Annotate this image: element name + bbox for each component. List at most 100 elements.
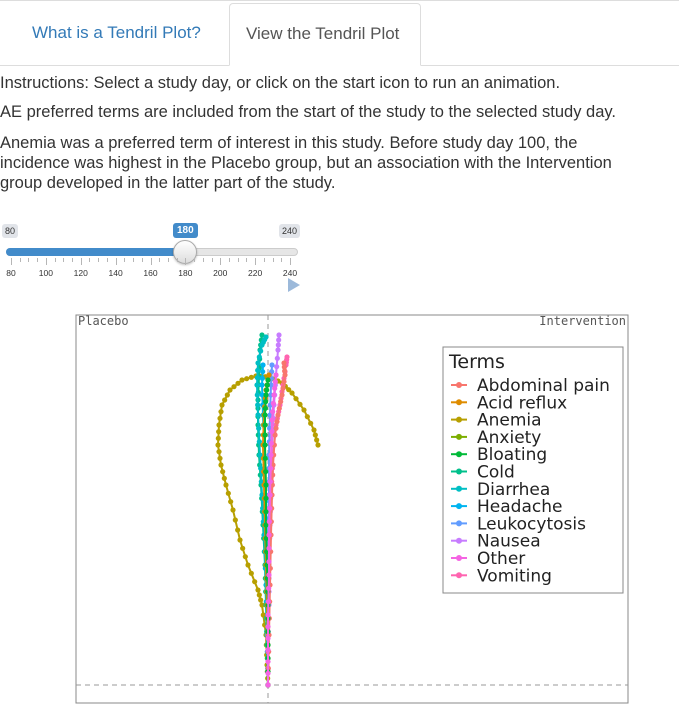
tendril-point	[256, 592, 262, 598]
tendril-point	[259, 602, 265, 608]
tendril-point	[270, 400, 276, 406]
tendril-point	[259, 392, 265, 398]
slider-max-label: 240	[279, 224, 301, 238]
slider-minor-tick	[28, 258, 30, 262]
legend-key-dot	[456, 433, 462, 440]
intervention-label: Intervention	[539, 314, 626, 328]
slider-minor-tick	[211, 258, 213, 262]
tendril-point	[272, 385, 278, 391]
legend-key-dot	[456, 503, 462, 510]
slider-major-tick	[80, 258, 82, 265]
slider-major-tick	[115, 258, 117, 265]
tendril-point	[263, 399, 269, 405]
tendril-point	[274, 355, 280, 361]
slider-minor-tick	[133, 258, 135, 262]
tendril-point	[255, 412, 261, 418]
tendril-point	[273, 372, 279, 378]
tendril-point	[267, 505, 273, 511]
tendril-point	[270, 409, 276, 415]
tendril-point	[254, 382, 260, 388]
tendril-point	[259, 382, 265, 388]
tendril-point	[263, 334, 269, 340]
tendril-point	[216, 422, 222, 428]
tendril-point	[297, 401, 303, 407]
tendril-point	[268, 382, 274, 388]
tendril-point	[266, 545, 272, 551]
slider-minor-tick	[98, 258, 100, 262]
legend-key-dot	[456, 451, 462, 458]
tendril-point	[274, 364, 280, 370]
slider-tick-label: 180	[178, 268, 193, 278]
tendril-point	[219, 402, 225, 408]
tendril-point	[266, 585, 272, 591]
tendril-point	[259, 332, 265, 338]
tendril-point	[228, 499, 234, 505]
legend-key-dot	[456, 537, 462, 544]
tendril-point	[267, 492, 273, 498]
tendril-plot: Placebo Intervention Terms Abdominal pai…	[75, 314, 629, 704]
slider-min-label: 80	[2, 224, 19, 238]
tendril-point	[276, 332, 282, 338]
legend-label: Cold	[477, 463, 515, 483]
tendril-point	[268, 440, 274, 446]
tendril-point	[231, 384, 237, 390]
slider-tick-label: 120	[73, 268, 88, 278]
slider-minor-tick	[281, 258, 283, 262]
tendril-point	[227, 387, 233, 393]
tendril-point	[215, 442, 221, 448]
tendril-point	[235, 527, 241, 533]
tendril-point	[260, 362, 266, 368]
tendril-line	[267, 374, 277, 685]
tendril-point	[221, 475, 227, 481]
tab-view-tendril-plot[interactable]: View the Tendril Plot	[229, 3, 421, 66]
tendril-point	[281, 379, 287, 385]
tendril-point	[240, 545, 246, 551]
slider-minor-tick	[54, 258, 56, 262]
tendril-point	[266, 372, 272, 378]
tendril-point	[262, 442, 268, 448]
legend-label: Headache	[477, 497, 562, 517]
slider-major-tick	[290, 258, 291, 265]
tendril-point	[265, 682, 271, 688]
tendril-point	[315, 442, 321, 448]
tendril-point	[225, 490, 231, 496]
tendril-point	[280, 385, 286, 391]
instructions-text: Instructions: Select a study day, or cli…	[0, 74, 561, 92]
slider-minor-tick	[202, 258, 204, 262]
play-icon[interactable]	[288, 278, 300, 292]
tendril-point	[255, 402, 261, 408]
tendril-point	[217, 415, 223, 421]
anemia-note-line-1: Anemia was a preferred term of interest …	[0, 134, 578, 152]
tab-what-is-tendril-plot[interactable]: What is a Tendril Plot?	[32, 23, 201, 42]
tendril-point	[262, 405, 268, 411]
tendril-point	[222, 397, 228, 403]
tendril-point	[218, 462, 224, 468]
slider-track-fill	[6, 248, 186, 256]
tendril-point	[216, 429, 222, 435]
tendril-point	[257, 452, 263, 458]
tendril-point	[254, 392, 260, 398]
slider-tick-label: 160	[143, 268, 158, 278]
tendril-point	[312, 432, 318, 438]
legend-key-dot	[456, 572, 462, 579]
legend-label: Nausea	[477, 532, 541, 552]
study-day-slider[interactable]: 80 240 180 80 100 120 140 160 180 200 220 240	[0, 220, 310, 300]
legend-box	[442, 346, 624, 594]
tendril-point	[265, 599, 271, 605]
tendril-point	[263, 469, 269, 475]
tendril-point	[260, 612, 266, 618]
tendril-point	[230, 507, 236, 513]
tendril-point	[266, 532, 272, 538]
tendril-point	[265, 635, 271, 641]
tendril-point	[278, 399, 284, 405]
slider-minor-tick	[176, 258, 178, 262]
slider-tick-label: 240	[282, 268, 298, 278]
tendril-point	[276, 337, 282, 343]
legend-key-dot	[456, 468, 462, 475]
slider-minor-tick	[19, 258, 21, 262]
tendril-point	[263, 495, 269, 501]
plot-frame	[75, 314, 629, 704]
tab-bar: What is a Tendril Plot? View the Tendril…	[0, 0, 679, 66]
tendril-point	[275, 347, 281, 353]
